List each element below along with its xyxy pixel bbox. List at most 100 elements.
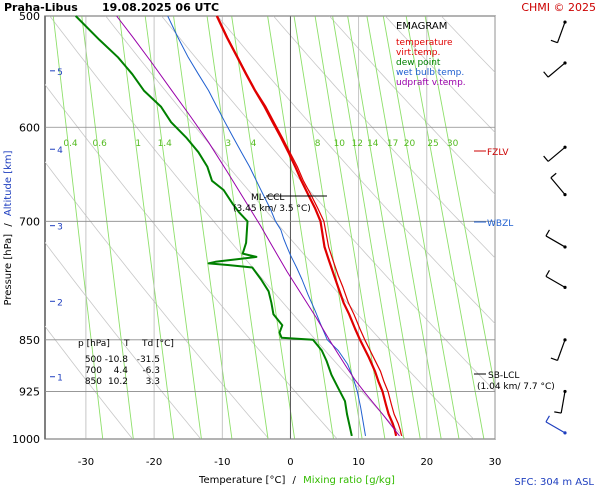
profile-wet-bulb-temp- <box>167 15 366 436</box>
wind-barb-staff <box>547 146 566 162</box>
fzlv-label: FZLV <box>487 148 509 158</box>
table-cell: -10.8 <box>105 355 129 365</box>
altitude-tick-label: 4 <box>57 146 63 156</box>
mixing-ratio-line <box>118 15 175 440</box>
xlabel-main: Temperature [°C] <box>198 475 285 486</box>
wind-barb-flag <box>550 172 557 179</box>
mixing-ratio-line <box>382 15 460 440</box>
mixing-ratio-lines <box>52 15 496 440</box>
mixing-ratio-label: 12 <box>352 139 363 149</box>
temperature-tick-label: -30 <box>78 457 94 468</box>
temperature-tick-label: 0 <box>287 457 293 468</box>
dry-adiabat <box>49 16 406 439</box>
mixing-ratio-label: 25 <box>427 139 438 149</box>
altitude-tick-label: 5 <box>57 68 63 78</box>
profile-temperature <box>215 15 398 437</box>
mixing-ratio-line <box>52 15 104 440</box>
altitude-tick-label: 2 <box>57 298 63 308</box>
mixing-ratio-label: 1.4 <box>158 139 173 149</box>
mixing-ratio-line <box>144 15 202 440</box>
wind-barb-flag <box>554 411 562 414</box>
dry-adiabat <box>45 325 133 439</box>
xlabel-mixing: Mixing ratio [g/kg] <box>303 475 395 486</box>
ylabel-altitude: Altitude [km] <box>3 150 14 216</box>
pressure-tick-label: 1000 <box>12 433 40 446</box>
wind-barb-flag <box>543 155 549 162</box>
mixing-ratio-labels: 0.4 0.6 1 1.4 3 4 8 10 12 14 17 20 25 30 <box>63 139 458 149</box>
mixing-ratio-line <box>366 15 442 440</box>
mixing-ratio-line <box>206 15 269 440</box>
station-title: Praha-Libus <box>4 1 78 14</box>
mixing-ratio-line <box>347 15 421 440</box>
mixing-ratio-label: 20 <box>404 139 416 149</box>
dry-adiabat <box>329 16 495 195</box>
wbzl-label: WBZL <box>487 219 513 229</box>
table-cell: 4.4 <box>114 366 129 376</box>
mlccl-detail: (3.45 km/ 3.5 °C) <box>233 204 311 214</box>
pressure-tick-label: 600 <box>19 121 40 134</box>
altitude-tick-label: 3 <box>57 223 63 233</box>
mixing-ratio-line <box>405 15 485 440</box>
mixing-ratio-label: 0.4 <box>63 139 78 149</box>
table-header: T <box>123 339 130 349</box>
dry-adiabat <box>553 16 600 439</box>
table-header: Td [°C] <box>141 339 174 349</box>
altitude-axis: 1 2 3 4 5 <box>50 68 63 384</box>
legend-entry: temperature <box>396 38 453 48</box>
dry-adiabat <box>45 242 202 439</box>
ylabel-sep: / <box>3 223 14 227</box>
mixing-ratio-label: 17 <box>387 139 398 149</box>
temperature-axis: -30 -20 -10 0 10 20 30 <box>78 457 502 468</box>
mixing-ratio-line <box>267 15 334 440</box>
wind-barb-staff <box>550 177 566 195</box>
x-axis-title: Temperature [°C] / Mixing ratio [g/kg] <box>198 475 395 486</box>
profile-dew-point <box>74 15 353 437</box>
table-cell: 500 <box>85 355 102 365</box>
wind-barb-flag <box>545 415 550 423</box>
mixing-ratio-line <box>332 15 405 440</box>
temperature-tick-label: -10 <box>214 457 230 468</box>
wind-barb-flag <box>545 270 550 277</box>
table-cell: 3.3 <box>146 377 160 387</box>
plot-area: 0.4 0.6 1 1.4 3 4 8 10 12 14 17 20 25 30 FZLVWBZLSB-L… <box>44 15 600 440</box>
profiles <box>74 15 403 437</box>
wind-barb-flag <box>550 357 558 362</box>
wind-barb-flag <box>545 229 550 237</box>
legend-title: EMAGRAM <box>396 21 447 32</box>
values-table: p [hPa] T Td [°C] 500 -10.8 -31.5 700 4.4 -6.3 85… <box>78 339 174 387</box>
profile-udpraft-v-temp- <box>116 15 400 437</box>
dry-adiabat <box>273 16 495 259</box>
mlccl-label: ML-CCL <box>251 193 284 203</box>
mixing-ratio-label: 1 <box>135 139 141 149</box>
legend-entry: wet bulb temp. <box>396 68 464 78</box>
y-axis-title: Pressure [hPa] / Altitude [km] <box>3 150 14 305</box>
temperature-tick-label: 30 <box>489 457 502 468</box>
wind-barb-staff <box>547 62 566 78</box>
wind-barb-staff <box>545 421 566 434</box>
table-cell: -6.3 <box>142 366 160 376</box>
svg-text:Pressure [hPa] / A: Pressure [hPa] / Altitude [km] <box>3 150 14 305</box>
pressure-axis: 500 600 700 850 925 1000 <box>12 10 40 446</box>
sounding-datetime: 19.08.2025 06 UTC <box>102 1 219 14</box>
mixing-ratio-line <box>231 15 296 440</box>
mixing-ratio-label: 14 <box>367 139 379 149</box>
mixing-ratio-label: 3 <box>225 139 231 149</box>
temperature-tick-label: 20 <box>420 457 433 468</box>
annotations: FZLV WBZL SB-LCL(1.04 km/ 7.7 °C) ML-CCL(3.… <box>233 148 555 392</box>
sblcl-label: SB-LCL <box>488 371 519 381</box>
wind-barb-staff <box>556 21 566 43</box>
mixing-ratio-label: 30 <box>447 139 459 149</box>
pressure-tick-label: 500 <box>19 10 40 23</box>
copyright: CHMI © 2025 <box>521 1 596 14</box>
altitude-tick-label: 1 <box>57 374 63 384</box>
plot-frame <box>44 15 496 440</box>
mixing-ratio-line <box>81 15 134 440</box>
mixing-ratio-line <box>293 15 363 440</box>
sblcl-detail: (1.04 km/ 7.7 °C) <box>477 382 555 392</box>
pressure-tick-label: 850 <box>19 334 40 347</box>
wind-barb-staff <box>545 275 566 288</box>
pressure-tick-label: 700 <box>19 215 40 228</box>
table-cell: 850 <box>85 377 102 387</box>
